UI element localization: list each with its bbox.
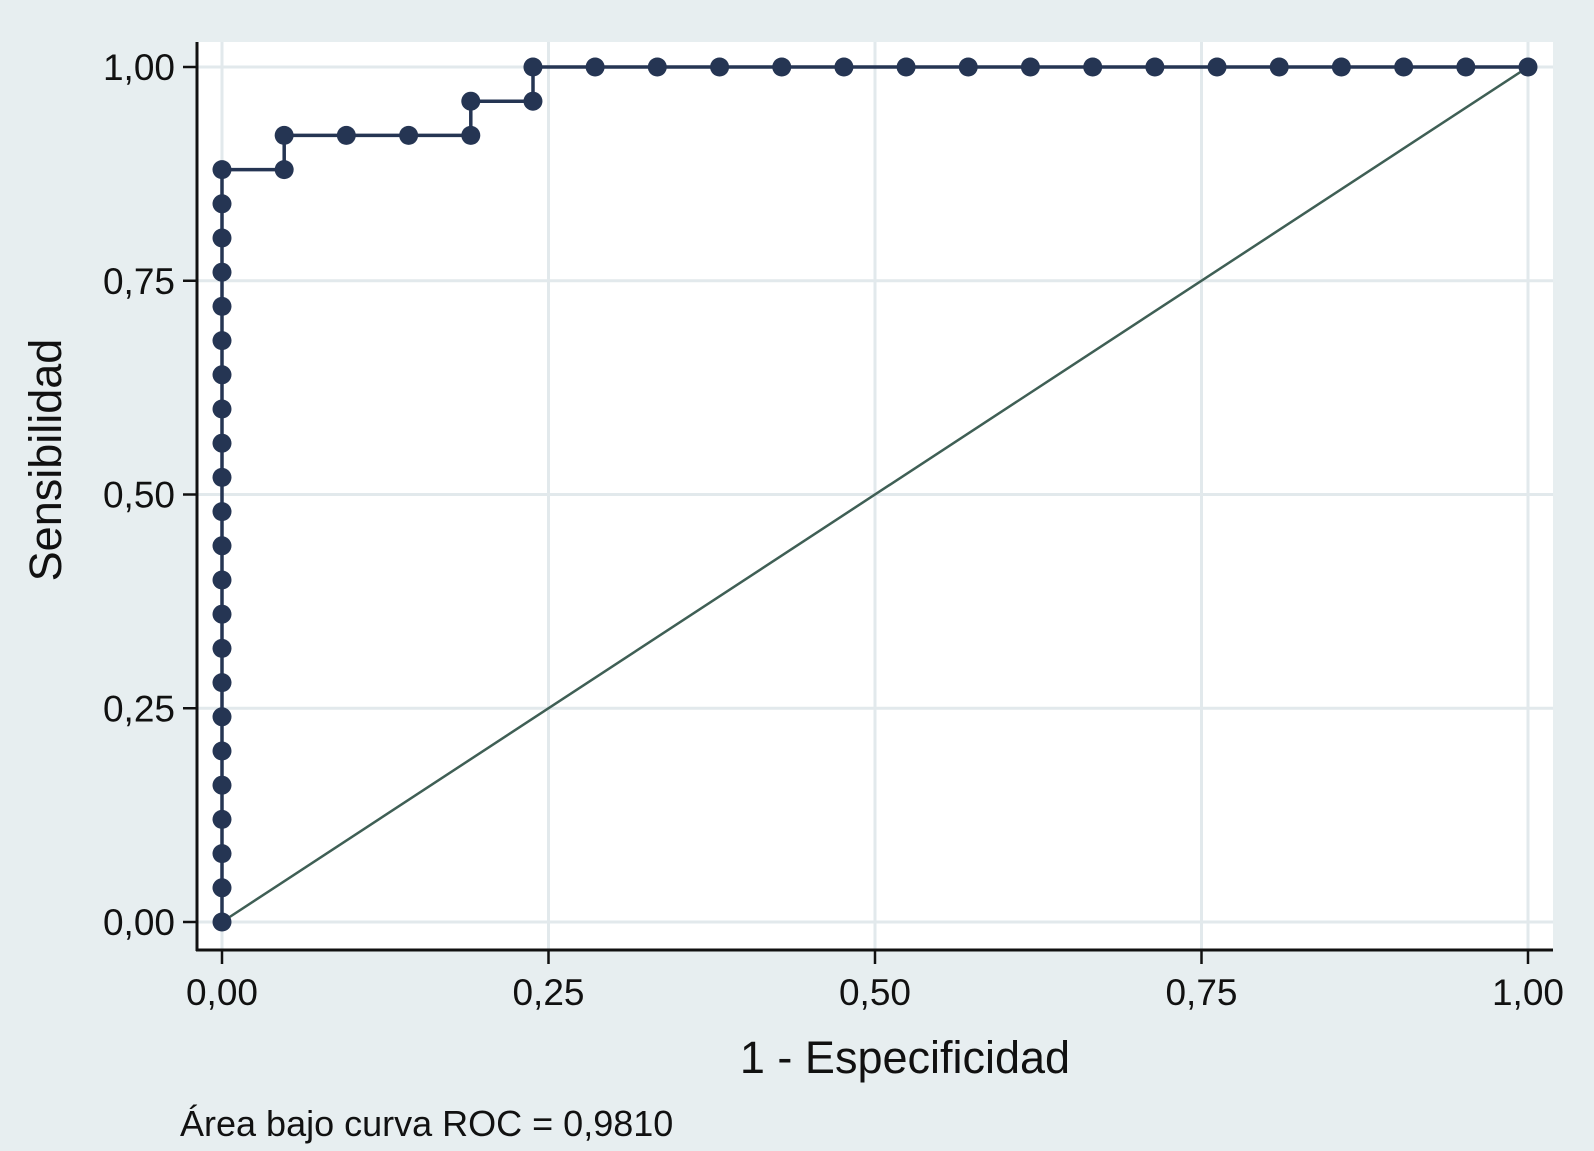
roc-point xyxy=(1207,57,1227,77)
roc-point xyxy=(1518,57,1538,77)
roc-point xyxy=(212,331,232,351)
x-tick-label: 1,00 xyxy=(1492,972,1564,1013)
y-tick-label: 1,00 xyxy=(103,47,175,88)
roc-point xyxy=(1394,57,1414,77)
roc-point xyxy=(212,638,232,658)
roc-point xyxy=(212,604,232,624)
y-axis-title: Sensibilidad xyxy=(20,339,71,582)
roc-point xyxy=(212,673,232,693)
roc-point xyxy=(461,91,481,111)
x-axis-title: 1 - Especificidad xyxy=(740,1032,1070,1083)
roc-point xyxy=(274,125,294,145)
roc-curve-layer xyxy=(212,57,1538,932)
roc-point xyxy=(772,57,792,77)
roc-point xyxy=(212,228,232,248)
roc-point xyxy=(212,775,232,795)
roc-point xyxy=(212,878,232,898)
roc-point xyxy=(1083,57,1103,77)
y-tick-label: 0,25 xyxy=(103,688,175,729)
roc-point xyxy=(399,125,419,145)
roc-point xyxy=(834,57,854,77)
roc-point xyxy=(212,467,232,487)
roc-point xyxy=(212,296,232,316)
roc-point xyxy=(1020,57,1040,77)
x-tick-label: 0,50 xyxy=(839,972,911,1013)
roc-point xyxy=(336,125,356,145)
tick-labels: 0,00 0,25 0,50 0,75 1,00 0,00 0,25 0,50 0,75 1,00 xyxy=(103,47,1564,1013)
roc-point xyxy=(212,570,232,590)
roc-point xyxy=(585,57,605,77)
roc-point xyxy=(212,707,232,727)
roc-point xyxy=(212,912,232,932)
roc-point xyxy=(274,160,294,180)
roc-point xyxy=(212,365,232,385)
roc-point xyxy=(212,741,232,761)
roc-point xyxy=(896,57,916,77)
roc-point xyxy=(212,194,232,214)
roc-point xyxy=(212,502,232,522)
auc-annotation: Área bajo curva ROC = 0,9810 xyxy=(180,1103,673,1144)
roc-point xyxy=(212,160,232,180)
roc-point xyxy=(212,262,232,282)
roc-point xyxy=(461,125,481,145)
roc-point xyxy=(212,433,232,453)
roc-point xyxy=(212,399,232,419)
roc-point xyxy=(958,57,978,77)
x-tick-label: 0,75 xyxy=(1165,972,1237,1013)
reference-diagonal-line xyxy=(221,65,1529,924)
roc-point xyxy=(212,536,232,556)
roc-point xyxy=(710,57,730,77)
roc-point xyxy=(212,809,232,829)
roc-point xyxy=(1145,57,1165,77)
reference-line-layer xyxy=(221,65,1529,924)
x-tick-label: 0,00 xyxy=(186,972,258,1013)
y-tick-label: 0,75 xyxy=(103,261,175,302)
x-tick-label: 0,25 xyxy=(512,972,584,1013)
roc-point xyxy=(647,57,667,77)
roc-point xyxy=(1456,57,1476,77)
axes xyxy=(183,42,1553,964)
roc-point xyxy=(1269,57,1289,77)
roc-point xyxy=(212,844,232,864)
y-tick-label: 0,00 xyxy=(103,902,175,943)
roc-point xyxy=(523,91,543,111)
roc-point xyxy=(1331,57,1351,77)
roc-point xyxy=(523,57,543,77)
y-tick-label: 0,50 xyxy=(103,475,175,516)
